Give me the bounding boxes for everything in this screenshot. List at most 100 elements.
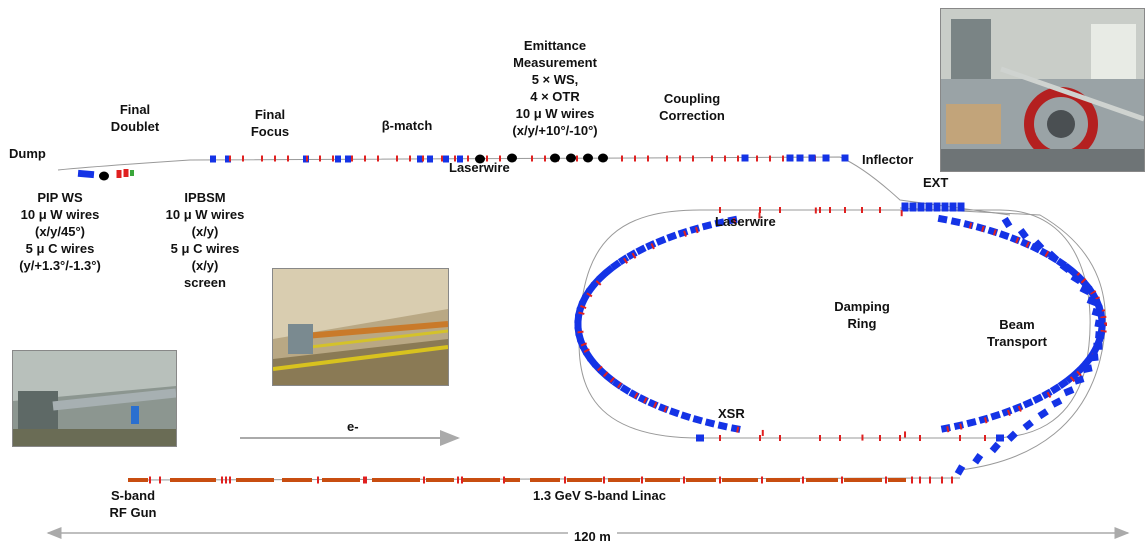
ring-quad xyxy=(655,236,666,246)
linac-quad xyxy=(503,477,505,484)
final-doublet-sext xyxy=(124,169,129,177)
ring-corrector xyxy=(844,207,846,213)
linac-accelerating-structure xyxy=(766,478,800,482)
extraction-corrector xyxy=(679,156,681,162)
linac-accelerating-structure xyxy=(686,478,716,482)
bt-quad xyxy=(1095,331,1105,339)
ring-quad xyxy=(669,408,680,418)
linac-accelerating-structure xyxy=(844,478,882,482)
ring-quad xyxy=(976,223,987,232)
ring-quad xyxy=(692,415,703,424)
linac-quad xyxy=(461,477,463,484)
label-electron: e- xyxy=(347,418,359,435)
ring-quad xyxy=(718,422,728,431)
linac-quad xyxy=(683,477,685,484)
photo-top-right xyxy=(940,8,1145,172)
extraction-corrector xyxy=(531,156,533,162)
linac-accelerating-structure xyxy=(567,478,602,482)
ring-corrector xyxy=(829,207,831,213)
bt-quad xyxy=(972,453,983,464)
label-dump: Dump xyxy=(9,145,46,162)
extraction-corrector xyxy=(647,156,649,162)
extraction-corrector xyxy=(666,156,668,162)
extraction-corrector xyxy=(422,156,424,162)
ring-corrector xyxy=(899,435,901,441)
photo-beamline-tunnel xyxy=(272,268,449,386)
label-beam-transport: Beam Transport xyxy=(987,316,1047,350)
extraction-quad xyxy=(210,156,216,163)
linac-quad xyxy=(149,477,151,484)
extraction-corrector xyxy=(306,156,308,162)
ring-quad xyxy=(954,421,964,430)
linac-quad xyxy=(761,477,763,484)
extraction-corrector xyxy=(332,156,334,162)
label-xsr: XSR xyxy=(718,405,745,422)
label-laserwire-ring: Laserwire xyxy=(715,213,776,230)
label-final-focus: Final Focus xyxy=(251,106,289,140)
bt-quad xyxy=(1023,419,1034,430)
extraction-quad xyxy=(427,156,433,163)
ring-quad xyxy=(1041,389,1052,400)
extraction-corrector xyxy=(544,156,546,162)
ring-quad xyxy=(978,415,989,424)
ring-quad xyxy=(626,249,637,260)
linac-accelerating-structure xyxy=(372,478,420,482)
linac-quad xyxy=(363,477,365,484)
ring-corrector xyxy=(959,435,961,441)
extraction-quad xyxy=(842,155,849,162)
ring-corrector xyxy=(984,435,986,441)
extraction-corrector xyxy=(621,156,623,162)
ring-quad xyxy=(628,389,639,399)
ring-quad xyxy=(1020,239,1031,249)
linac-quad xyxy=(317,477,319,484)
ring-quad xyxy=(963,220,973,229)
dump-block xyxy=(78,170,95,178)
bt-quad xyxy=(1089,354,1099,362)
bt-quad xyxy=(1093,343,1102,350)
wire-scanner-dot xyxy=(566,154,576,163)
linac-accelerating-structure xyxy=(236,478,274,482)
ring-quad xyxy=(996,435,1004,442)
ext-quad xyxy=(918,203,925,212)
label-damping-ring: Damping Ring xyxy=(834,298,890,332)
extraction-quad xyxy=(742,155,749,162)
ring-corrector xyxy=(901,210,903,216)
linac-quad xyxy=(885,477,887,484)
ring-corrector xyxy=(839,435,841,441)
label-beta-match: β-match xyxy=(382,117,433,134)
ext-quad xyxy=(910,203,917,212)
label-emittance-measurement: Emittance Measurement 5 × WS, 4 × OTR 10… xyxy=(512,37,597,139)
extraction-corrector xyxy=(242,156,244,162)
ext-quad xyxy=(942,203,949,212)
extraction-corrector xyxy=(576,156,578,162)
final-doublet-sext xyxy=(117,170,122,178)
ring-corrector xyxy=(819,435,821,441)
linac-accelerating-structure xyxy=(462,478,500,482)
linac-quad xyxy=(564,477,566,484)
linac-accelerating-structure xyxy=(128,478,148,482)
linac-accelerating-structure xyxy=(282,478,312,482)
ring-quad xyxy=(1032,394,1043,404)
ext-quad xyxy=(934,203,941,212)
ring-quad xyxy=(702,221,712,230)
bt-quad xyxy=(990,442,1001,453)
ring-quad xyxy=(648,399,659,409)
ring-quad xyxy=(951,217,961,226)
linac-quad xyxy=(929,477,931,484)
ring-quad xyxy=(731,424,741,433)
ring-quad xyxy=(696,435,704,442)
linac-accelerating-structure xyxy=(806,478,838,482)
extraction-quad xyxy=(787,155,794,162)
extraction-corrector xyxy=(261,156,263,162)
extraction-corrector xyxy=(756,156,758,162)
extraction-corrector xyxy=(274,156,276,162)
linac-quad xyxy=(841,477,843,484)
extraction-quad xyxy=(823,155,830,162)
bt-quad xyxy=(955,464,966,475)
ring-corrector xyxy=(919,435,921,441)
linac-quad xyxy=(919,477,921,484)
linac-quad xyxy=(719,477,721,484)
linac-quad xyxy=(951,477,953,484)
ring-corrector xyxy=(861,207,863,213)
